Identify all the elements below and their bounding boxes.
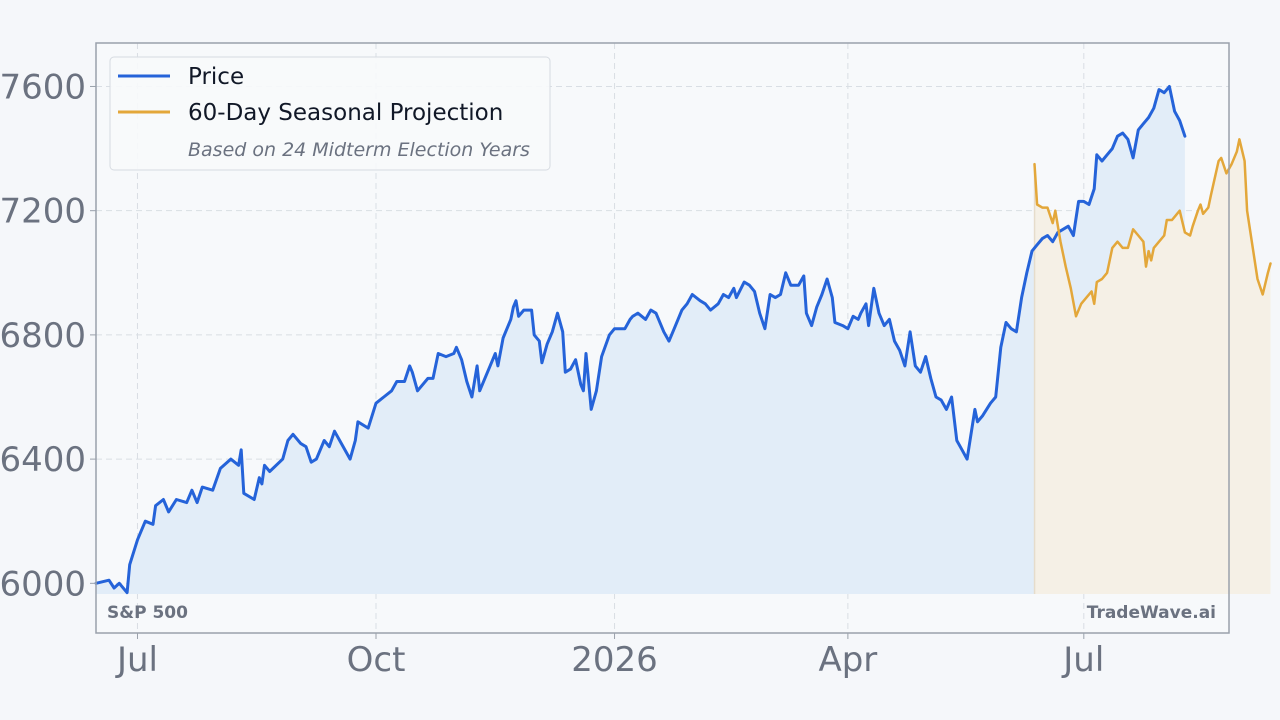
series-lines	[94, 85, 1272, 595]
price-area-fill	[96, 86, 1185, 594]
y-tick-label: 7200	[0, 192, 86, 232]
corner-label-left: S&P 500	[107, 603, 188, 623]
projection-series-line	[1033, 138, 1272, 318]
legend-label-projection: 60-Day Seasonal Projection	[188, 100, 503, 126]
legend-label-price: Price	[188, 64, 244, 90]
area-fills	[96, 86, 1271, 595]
axis-ticks: 6000 6400 6800 7200 7600 Jul Oct 2026 Apr Jul	[0, 67, 1104, 680]
x-tick-label: Jul	[1061, 640, 1104, 680]
corner-label-right: TradeWave.ai	[1087, 603, 1216, 623]
y-tick-label: 6800	[0, 316, 86, 356]
legend: Price 60-Day Seasonal Projection Based o…	[109, 56, 551, 171]
y-tick-label: 6000	[0, 564, 86, 604]
x-tick-label: Jul	[115, 640, 158, 680]
price-series-line	[94, 85, 1187, 595]
y-tick-label: 7600	[0, 67, 86, 107]
plot-frame	[95, 42, 1230, 634]
x-tick-label: Oct	[347, 640, 406, 680]
projection-area-fill	[1034, 139, 1271, 595]
x-tick-label: 2026	[571, 640, 658, 680]
legend-note: Based on 24 Midterm Election Years	[188, 139, 530, 161]
x-tick-label: Apr	[818, 640, 877, 680]
legend-box	[109, 56, 551, 171]
y-tick-label: 6400	[0, 440, 86, 480]
